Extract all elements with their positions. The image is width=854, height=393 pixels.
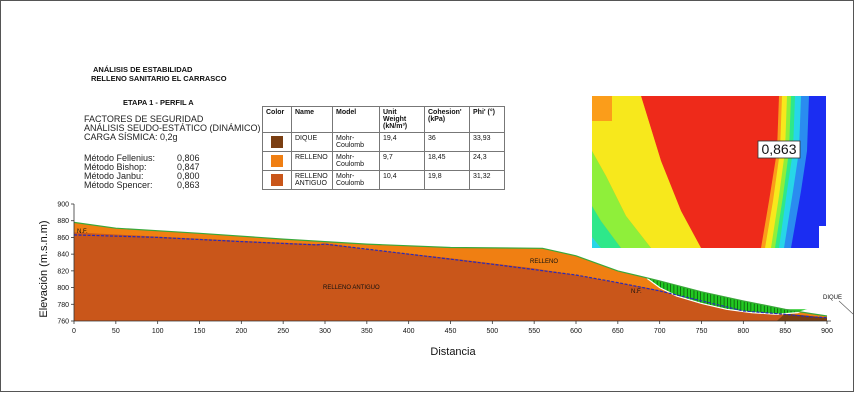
table-header-row: Color Name Model Unit Weight (kN/m³) Coh… — [262, 106, 505, 133]
dique-label: DIQUE — [823, 295, 842, 301]
x-tick-label: 900 — [821, 328, 833, 335]
col-header-unit-weight: Unit Weight (kN/m³) — [379, 106, 425, 133]
contour-band — [641, 96, 779, 248]
table-row: DIQUE Mohr-Coulomb 19,4 36 33,93 — [262, 132, 505, 152]
min-fs-label: 0,863 — [761, 141, 796, 157]
relleno-antiguo-layer — [74, 232, 811, 321]
title-line-2: RELLENO SANITARIO EL CARRASCO — [91, 74, 227, 83]
contour-edge-mask — [826, 96, 834, 248]
x-tick-label: 400 — [403, 328, 415, 335]
title-line-1: ANÁLISIS DE ESTABILIDAD — [93, 65, 193, 74]
dique-layer — [776, 313, 827, 321]
relleno-antiguo-label: RELLENO ANTIGUO — [323, 285, 380, 291]
x-tick-label: 500 — [486, 328, 498, 335]
analysis-type: ANÁLISIS SEUDO-ESTÁTICO (DINÁMICO) — [84, 123, 261, 133]
x-tick-label: 300 — [319, 328, 331, 335]
y-axis: 900 880 860 840 820 800 780 760 — [57, 202, 75, 326]
method-value: 0,863 — [177, 180, 200, 190]
ground-surface-line — [73, 221, 828, 317]
contour-band — [592, 96, 701, 248]
x-axis-label: Distancia — [430, 346, 476, 358]
method-name: Método Fellenius: — [84, 153, 156, 163]
y-tick-label: 880 — [57, 218, 69, 225]
y-tick-label: 820 — [57, 268, 69, 275]
method-name: Método Spencer: — [84, 180, 153, 190]
x-tick-label: 850 — [779, 328, 791, 335]
dique-leader-line — [838, 300, 854, 315]
method-value: 0,847 — [177, 162, 200, 172]
factors-heading: FACTORES DE SEGURIDAD — [84, 114, 204, 124]
contour-edge-mask — [819, 226, 834, 248]
x-tick-label: 350 — [361, 328, 373, 335]
contour-band — [592, 96, 612, 121]
contour-band — [592, 151, 651, 248]
contour-bands — [592, 96, 834, 248]
name-cell: RELLENO ANTIGUO — [291, 170, 333, 190]
x-axis: 0 50 100 150 200 250 300 350 400 450 500 550 600 650 7… — [72, 320, 833, 335]
color-swatch — [271, 155, 283, 167]
color-swatch — [271, 174, 283, 186]
slip-surface — [646, 277, 809, 315]
nf-label-left: N.F. — [77, 229, 88, 235]
seismic-load: CARGA SÍSMICA: 0,2g — [84, 132, 178, 142]
relleno-label: RELLENO — [530, 259, 558, 265]
water-table-line — [73, 234, 828, 319]
x-tick-label: 200 — [235, 328, 247, 335]
y-tick-label: 860 — [57, 235, 69, 242]
phi-cell: 31,32 — [469, 170, 505, 190]
x-tick-label: 600 — [570, 328, 582, 335]
y-tick-label: 780 — [57, 302, 69, 309]
x-tick-label: 750 — [696, 328, 708, 335]
method-name: Método Janbu: — [84, 171, 144, 181]
unit-weight-cell: 10,4 — [379, 170, 425, 190]
x-tick-label: 50 — [112, 328, 120, 335]
x-tick-label: 700 — [654, 328, 666, 335]
method-value: 0,800 — [177, 171, 200, 181]
x-tick-label: 0 — [72, 328, 76, 335]
y-tick-label: 800 — [57, 285, 69, 292]
x-tick-label: 100 — [152, 328, 164, 335]
nf-label-right: N.F. — [631, 289, 642, 295]
color-swatch — [271, 136, 283, 148]
x-tick-label: 150 — [194, 328, 206, 335]
col-header-phi: Phi' (°) — [469, 106, 505, 133]
x-tick-label: 650 — [612, 328, 624, 335]
x-tick-label: 450 — [445, 328, 457, 335]
min-fs-box — [757, 140, 801, 159]
y-tick-label: 840 — [57, 252, 69, 259]
model-cell: Mohr-Coulomb — [332, 170, 380, 190]
x-tick-label: 250 — [277, 328, 289, 335]
profile-layers — [73, 221, 828, 321]
contour-band — [592, 206, 621, 248]
stage-label: ETAPA 1 - PERFIL A — [123, 98, 194, 107]
x-tick-label: 550 — [528, 328, 540, 335]
method-value: 0,806 — [177, 153, 200, 163]
contour-band — [592, 237, 601, 248]
color-cell — [262, 132, 292, 152]
x-tick-label: 800 — [737, 328, 749, 335]
method-name: Método Bishop: — [84, 162, 147, 172]
table-row: RELLENO ANTIGUO Mohr-Coulomb 10,4 19,8 3… — [262, 170, 505, 190]
y-tick-label: 900 — [57, 202, 69, 209]
materials-table: Color Name Model Unit Weight (kN/m³) Coh… — [262, 106, 505, 190]
y-axis-label: Elevación (m.s.n.m) — [38, 220, 50, 317]
y-tick-label: 760 — [57, 319, 69, 326]
color-cell — [262, 170, 292, 190]
